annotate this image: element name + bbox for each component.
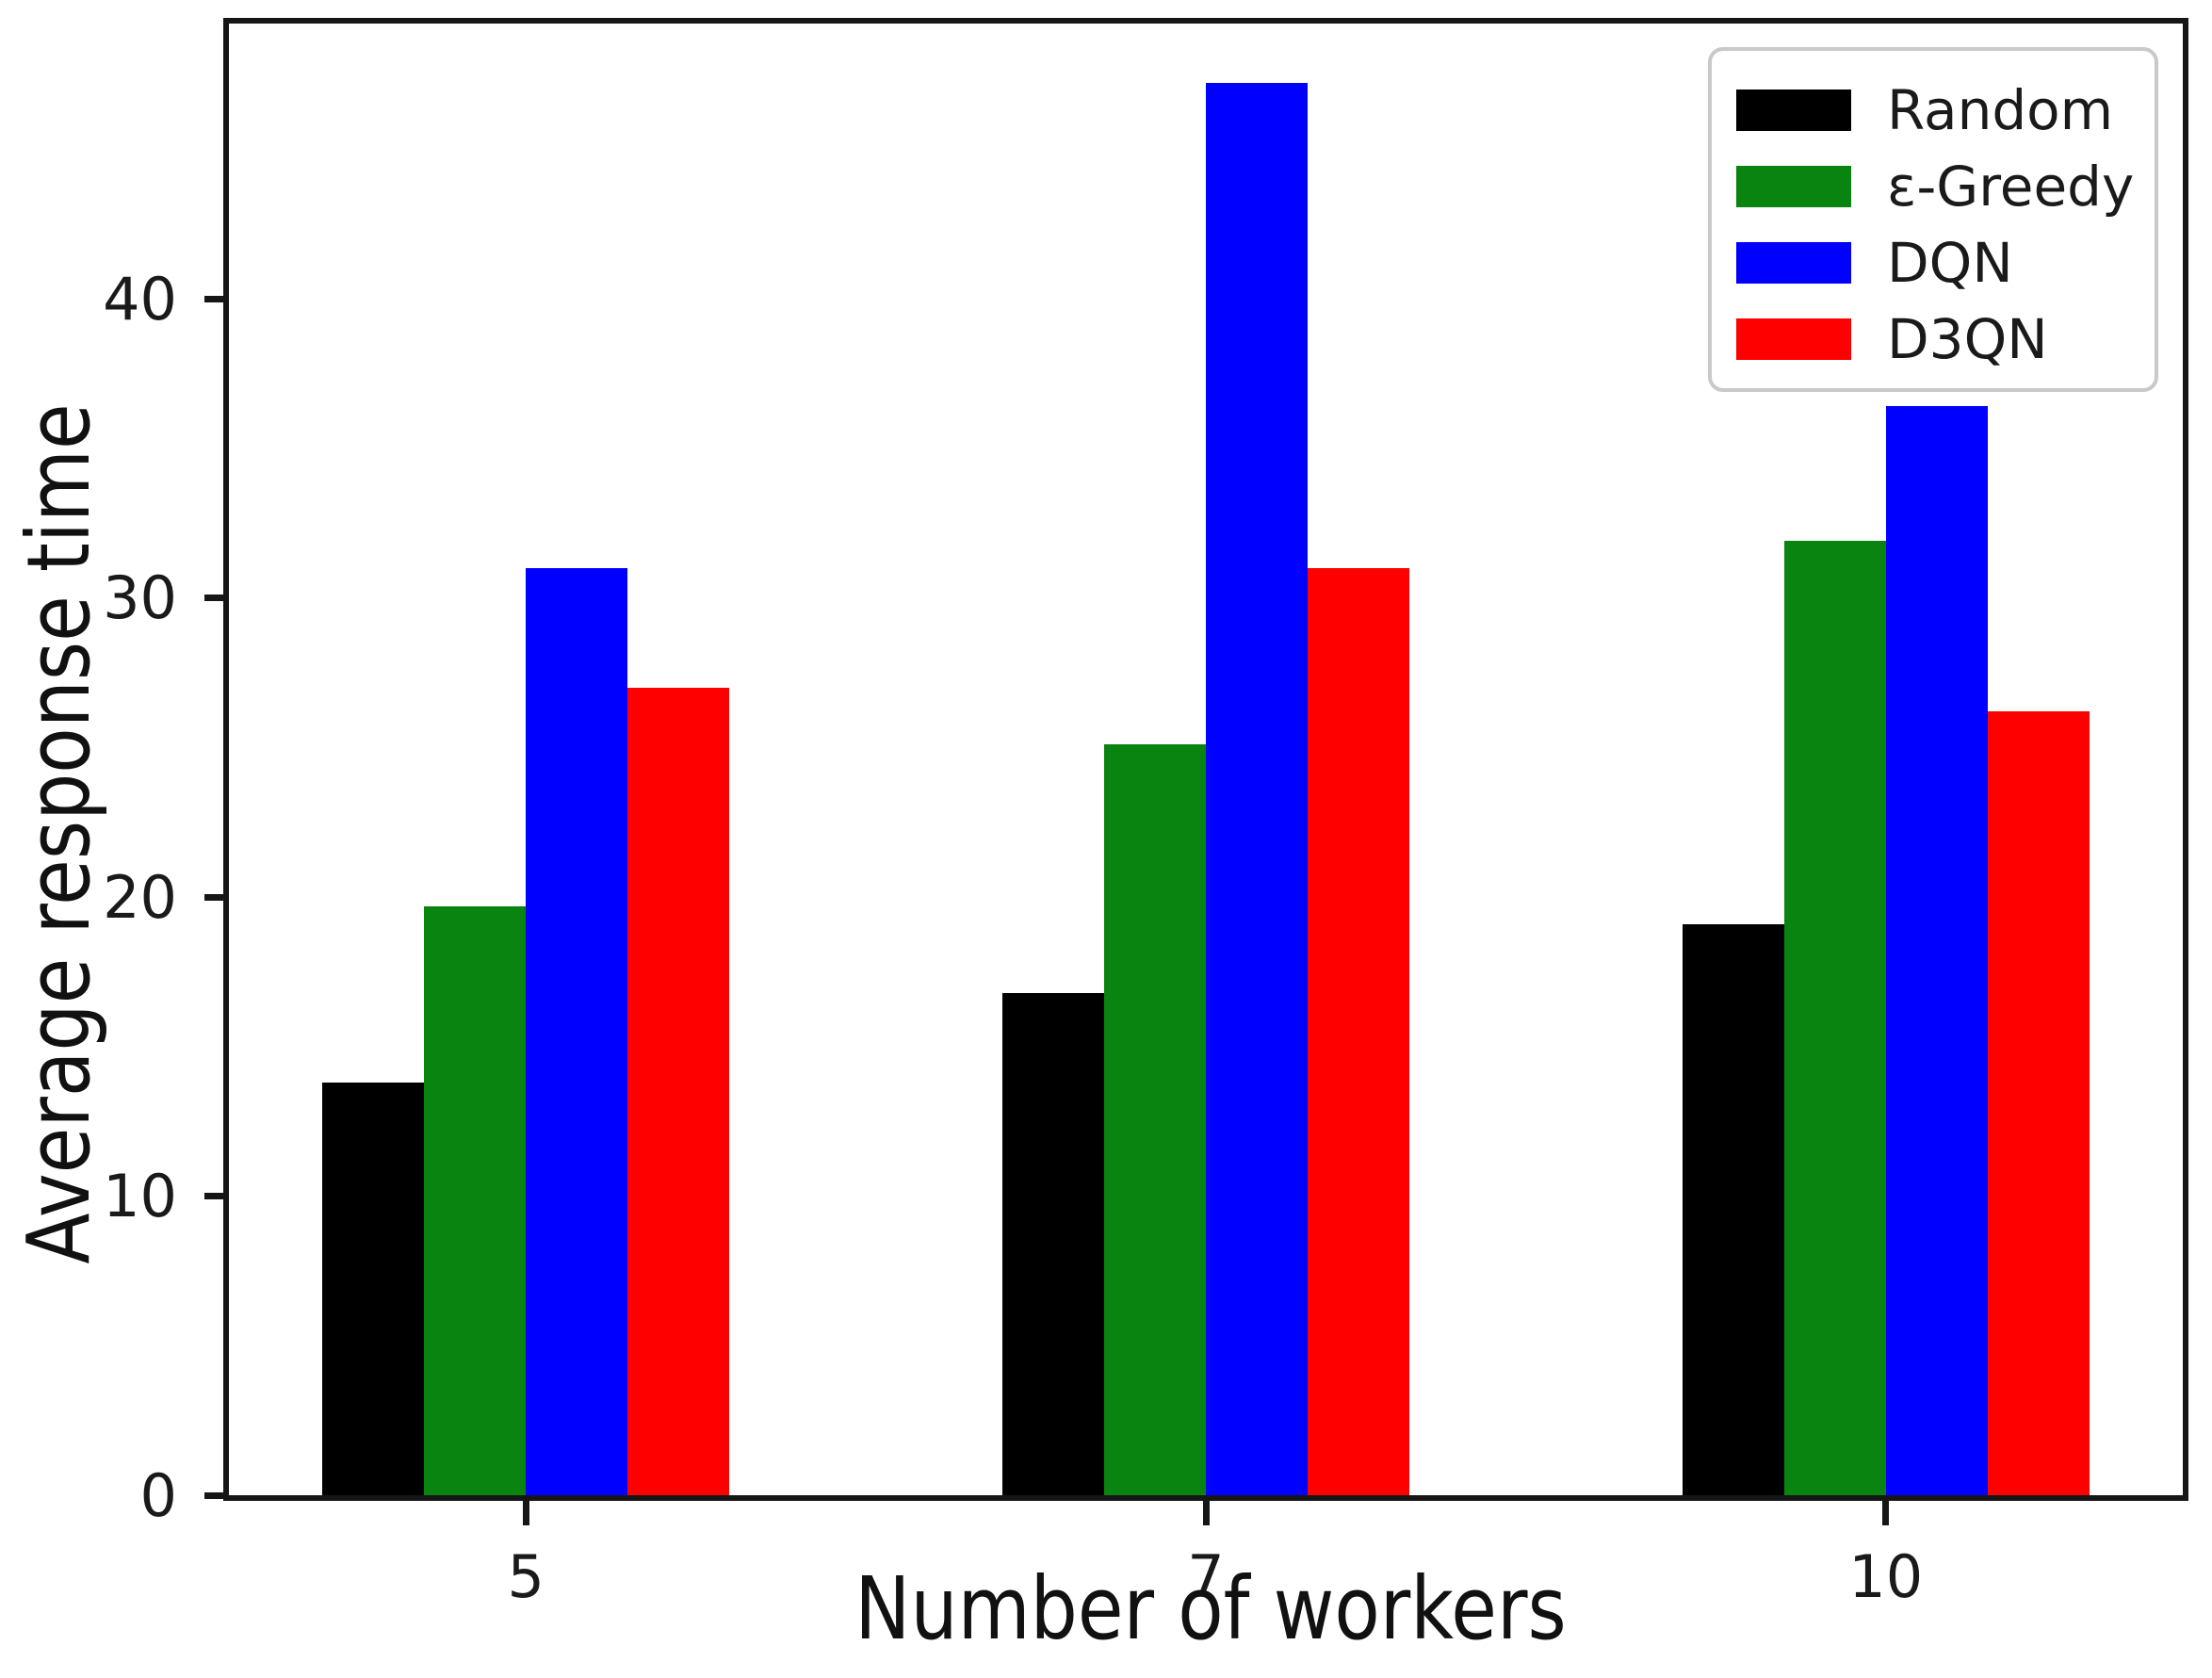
- legend-item-d3qn: D3QN: [1736, 307, 2155, 371]
- y-tick-label-30: 30: [103, 563, 177, 633]
- x-tick-mark-5: [522, 1501, 529, 1525]
- legend-item-random: Random: [1736, 78, 2155, 142]
- legend-label-dqn: DQN: [1887, 230, 2013, 295]
- x-tick-mark-7: [1202, 1501, 1210, 1525]
- x-tick-label-10: 10: [1848, 1541, 1924, 1611]
- y-tick-mark-20: [204, 893, 223, 901]
- legend-swatch-dqn: [1736, 241, 1851, 284]
- x-axis-label: Number of workers: [854, 1557, 1567, 1659]
- y-tick-mark-40: [204, 295, 223, 302]
- bar-random-10: [1682, 923, 1784, 1495]
- legend-label-d3qn: D3QN: [1887, 306, 2048, 371]
- y-tick-label-20: 20: [103, 862, 177, 932]
- y-tick-label-40: 40: [103, 264, 177, 334]
- y-tick-label-10: 10: [103, 1162, 177, 1231]
- legend: Random ε-Greedy DQN D3QN: [1708, 47, 2158, 392]
- x-tick-mark-10: [1882, 1501, 1890, 1525]
- bar-dqn-7: [1206, 83, 1308, 1495]
- legend-item-greedy: ε-Greedy: [1736, 155, 2155, 219]
- x-tick-label-7: 7: [1187, 1541, 1225, 1611]
- legend-swatch-d3qn: [1736, 318, 1851, 360]
- bar-d3qn-10: [1987, 711, 2090, 1495]
- y-tick-mark-10: [204, 1193, 223, 1200]
- legend-item-dqn: DQN: [1736, 231, 2155, 295]
- legend-swatch-random: [1736, 89, 1851, 131]
- bar-dqn-5: [526, 567, 628, 1495]
- x-tick-label-5: 5: [507, 1541, 545, 1611]
- bar-random-7: [1002, 992, 1104, 1495]
- legend-label-random: Random: [1887, 77, 2114, 142]
- y-tick-mark-30: [204, 595, 223, 602]
- bar-d3qn-5: [627, 687, 730, 1495]
- legend-label-greedy: ε-Greedy: [1887, 154, 2135, 219]
- bar-greedy-7: [1104, 744, 1206, 1495]
- bar-d3qn-7: [1308, 567, 1409, 1495]
- bar-greedy-10: [1783, 541, 1886, 1495]
- bar-greedy-5: [424, 905, 527, 1495]
- legend-swatch-greedy: [1736, 165, 1851, 207]
- y-tick-label-0: 0: [139, 1460, 177, 1530]
- y-tick-mark-0: [204, 1491, 223, 1499]
- bar-dqn-10: [1885, 406, 1988, 1495]
- bar-random-5: [322, 1082, 425, 1495]
